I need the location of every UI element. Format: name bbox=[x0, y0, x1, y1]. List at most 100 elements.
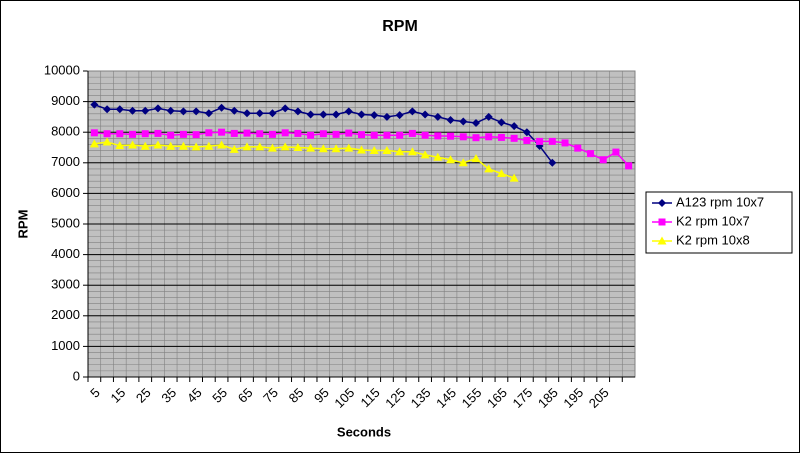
y-tick-label: 3000 bbox=[51, 277, 80, 292]
y-tick-label: 8000 bbox=[51, 124, 80, 139]
data-point bbox=[153, 140, 163, 149]
data-point bbox=[307, 131, 315, 139]
data-point bbox=[243, 109, 252, 118]
data-point bbox=[268, 109, 277, 118]
data-point bbox=[116, 130, 124, 138]
data-point bbox=[129, 130, 137, 138]
data-point bbox=[395, 111, 404, 120]
data-point bbox=[332, 110, 341, 119]
data-point bbox=[420, 150, 430, 159]
data-point bbox=[103, 105, 112, 114]
data-point bbox=[497, 133, 505, 141]
data-point bbox=[447, 132, 455, 140]
y-tick-label: 0 bbox=[73, 368, 80, 383]
y-tick-label: 1000 bbox=[51, 338, 80, 353]
y-tick-label: 7000 bbox=[51, 154, 80, 169]
series-line bbox=[94, 141, 515, 179]
data-point bbox=[294, 129, 302, 137]
data-point bbox=[153, 104, 162, 113]
data-point bbox=[446, 155, 456, 164]
data-point bbox=[179, 107, 188, 116]
data-point bbox=[433, 152, 443, 161]
data-point bbox=[280, 142, 290, 151]
data-point bbox=[141, 130, 149, 138]
data-point bbox=[306, 143, 316, 152]
data-point bbox=[166, 106, 175, 115]
data-point bbox=[509, 173, 519, 182]
data-point bbox=[408, 107, 417, 116]
data-point bbox=[344, 143, 354, 152]
data-point bbox=[458, 158, 468, 167]
data-point bbox=[407, 147, 417, 156]
data-point bbox=[217, 140, 227, 149]
data-point bbox=[191, 142, 201, 151]
data-point bbox=[561, 139, 569, 147]
data-point bbox=[230, 106, 239, 115]
legend-label: A123 rpm 10x7 bbox=[676, 194, 764, 209]
y-tick-label: 5000 bbox=[51, 215, 80, 230]
chart-title: RPM bbox=[382, 18, 418, 35]
data-point bbox=[459, 117, 468, 126]
data-point bbox=[90, 129, 98, 137]
data-point bbox=[89, 139, 99, 148]
data-point bbox=[599, 156, 607, 164]
data-point bbox=[484, 112, 493, 121]
data-point bbox=[255, 109, 264, 118]
legend-marker bbox=[657, 236, 667, 245]
data-point bbox=[242, 142, 252, 151]
data-point bbox=[471, 154, 481, 163]
data-point bbox=[510, 134, 518, 142]
data-point bbox=[395, 147, 405, 156]
data-point bbox=[319, 130, 327, 138]
data-point bbox=[166, 141, 176, 150]
data-point bbox=[522, 128, 531, 137]
data-point bbox=[523, 136, 531, 144]
legend-marker bbox=[658, 218, 666, 226]
data-point bbox=[90, 100, 99, 109]
data-point bbox=[548, 158, 557, 167]
data-point bbox=[255, 142, 265, 151]
data-point bbox=[434, 132, 442, 140]
y-tick-label: 2000 bbox=[51, 307, 80, 322]
data-point bbox=[459, 133, 467, 141]
data-point bbox=[128, 106, 137, 115]
data-point bbox=[115, 105, 124, 114]
legend-label: K2 rpm 10x8 bbox=[676, 232, 750, 247]
data-point bbox=[192, 107, 201, 116]
data-point bbox=[140, 141, 150, 150]
data-point bbox=[331, 144, 341, 153]
data-point bbox=[370, 111, 379, 120]
legend-marker bbox=[658, 199, 666, 207]
data-point bbox=[115, 141, 125, 150]
data-point bbox=[358, 131, 365, 139]
data-point bbox=[497, 118, 506, 127]
data-point bbox=[128, 140, 138, 149]
data-point bbox=[318, 144, 328, 153]
data-point bbox=[586, 150, 594, 158]
legend-label: K2 rpm 10x7 bbox=[676, 213, 750, 228]
data-point bbox=[471, 119, 480, 128]
data-point bbox=[383, 131, 391, 139]
data-point bbox=[192, 131, 200, 139]
data-point bbox=[267, 143, 277, 152]
data-point bbox=[496, 169, 506, 178]
data-point bbox=[574, 144, 582, 152]
data-point bbox=[357, 110, 366, 119]
y-tick-label: 4000 bbox=[51, 246, 80, 261]
data-point bbox=[344, 107, 353, 116]
data-point bbox=[204, 141, 214, 150]
data-point bbox=[319, 110, 328, 119]
data-point bbox=[102, 137, 112, 146]
data-point bbox=[293, 143, 303, 151]
data-point bbox=[408, 129, 416, 137]
data-point bbox=[612, 148, 620, 156]
data-point bbox=[205, 129, 213, 137]
data-point bbox=[625, 162, 633, 170]
data-point bbox=[332, 130, 340, 138]
data-point bbox=[218, 128, 226, 136]
data-point bbox=[204, 109, 213, 118]
data-point bbox=[370, 131, 378, 139]
data-point bbox=[167, 131, 175, 139]
data-point bbox=[230, 129, 238, 137]
